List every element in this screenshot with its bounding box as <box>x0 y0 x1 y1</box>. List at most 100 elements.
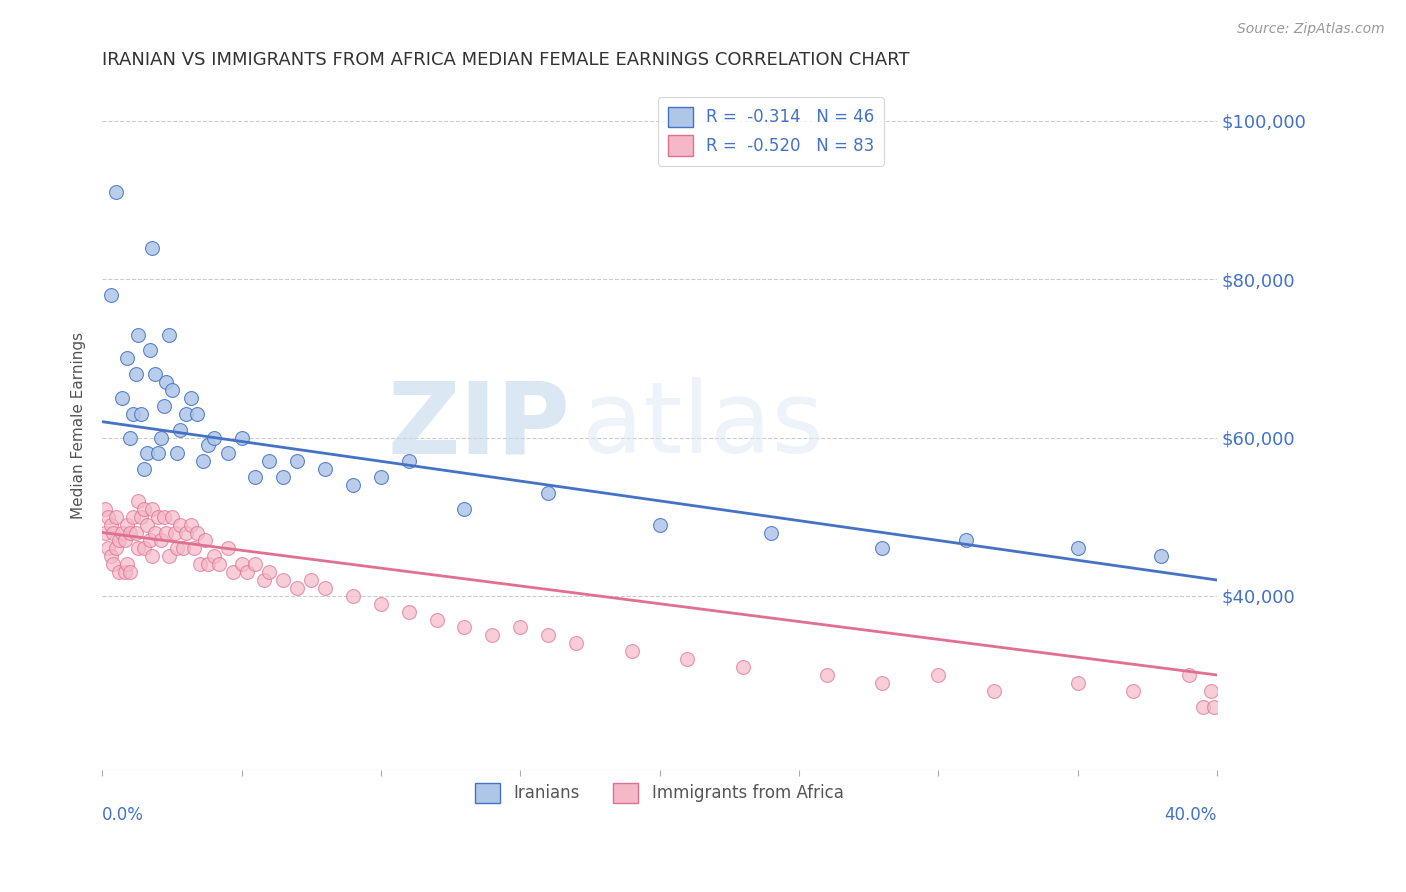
Text: Source: ZipAtlas.com: Source: ZipAtlas.com <box>1237 22 1385 37</box>
Point <box>342 589 364 603</box>
Point <box>114 533 136 548</box>
Point <box>141 501 163 516</box>
Point <box>103 557 125 571</box>
Point <box>97 509 120 524</box>
Point <box>135 446 157 460</box>
Point <box>398 605 420 619</box>
Point <box>676 652 699 666</box>
Point <box>370 470 392 484</box>
Point <box>231 557 253 571</box>
Point <box>174 407 197 421</box>
Point <box>1201 683 1223 698</box>
Point <box>537 486 560 500</box>
Text: 40.0%: 40.0% <box>1164 805 1218 823</box>
Point <box>152 399 174 413</box>
Point <box>188 557 211 571</box>
Point <box>314 462 336 476</box>
Point <box>155 525 177 540</box>
Point <box>100 288 122 302</box>
Point <box>398 454 420 468</box>
Point <box>197 557 219 571</box>
Point <box>166 541 188 556</box>
Point <box>370 597 392 611</box>
Point <box>143 368 166 382</box>
Point <box>108 533 131 548</box>
Point <box>620 644 643 658</box>
Point <box>273 573 295 587</box>
Point <box>180 517 202 532</box>
Point <box>815 668 838 682</box>
Point <box>1204 699 1226 714</box>
Point <box>138 533 160 548</box>
Point <box>169 517 191 532</box>
Point <box>157 327 180 342</box>
Point <box>94 525 117 540</box>
Point <box>129 509 152 524</box>
Point <box>97 541 120 556</box>
Point <box>152 509 174 524</box>
Text: IRANIAN VS IMMIGRANTS FROM AFRICA MEDIAN FEMALE EARNINGS CORRELATION CHART: IRANIAN VS IMMIGRANTS FROM AFRICA MEDIAN… <box>103 51 910 69</box>
Point <box>983 683 1005 698</box>
Point <box>245 470 267 484</box>
Point <box>733 660 755 674</box>
Point <box>314 581 336 595</box>
Point <box>872 541 894 556</box>
Point <box>1066 676 1088 690</box>
Point <box>105 541 128 556</box>
Point <box>132 541 155 556</box>
Point <box>103 525 125 540</box>
Point <box>138 343 160 358</box>
Point <box>121 509 143 524</box>
Point <box>108 565 131 579</box>
Point <box>1122 683 1144 698</box>
Point <box>117 557 139 571</box>
Point <box>202 549 225 564</box>
Point <box>872 676 894 690</box>
Point <box>117 517 139 532</box>
Point <box>155 375 177 389</box>
Point <box>565 636 588 650</box>
Point <box>1150 549 1173 564</box>
Point <box>132 501 155 516</box>
Point <box>100 549 122 564</box>
Point <box>202 430 225 444</box>
Point <box>186 407 208 421</box>
Point <box>111 391 134 405</box>
Point <box>174 525 197 540</box>
Point <box>129 407 152 421</box>
Point <box>121 407 143 421</box>
Point <box>141 549 163 564</box>
Point <box>259 454 281 468</box>
Point <box>146 446 169 460</box>
Point <box>120 565 142 579</box>
Point <box>648 517 671 532</box>
Legend: Iranians, Immigrants from Africa: Iranians, Immigrants from Africa <box>468 776 851 810</box>
Point <box>927 668 949 682</box>
Point <box>222 565 245 579</box>
Point <box>253 573 276 587</box>
Point <box>759 525 782 540</box>
Point <box>169 423 191 437</box>
Point <box>180 391 202 405</box>
Point <box>273 470 295 484</box>
Point <box>285 454 308 468</box>
Point <box>217 446 239 460</box>
Point <box>217 541 239 556</box>
Point <box>135 517 157 532</box>
Point <box>149 430 172 444</box>
Point <box>342 478 364 492</box>
Point <box>453 620 475 634</box>
Point <box>141 241 163 255</box>
Point <box>105 509 128 524</box>
Point <box>955 533 977 548</box>
Point <box>120 525 142 540</box>
Point <box>132 462 155 476</box>
Point <box>1192 699 1215 714</box>
Y-axis label: Median Female Earnings: Median Female Earnings <box>72 332 86 519</box>
Point <box>194 533 217 548</box>
Point <box>127 541 149 556</box>
Point <box>191 454 214 468</box>
Point <box>172 541 194 556</box>
Point <box>1066 541 1088 556</box>
Text: atlas: atlas <box>582 377 823 475</box>
